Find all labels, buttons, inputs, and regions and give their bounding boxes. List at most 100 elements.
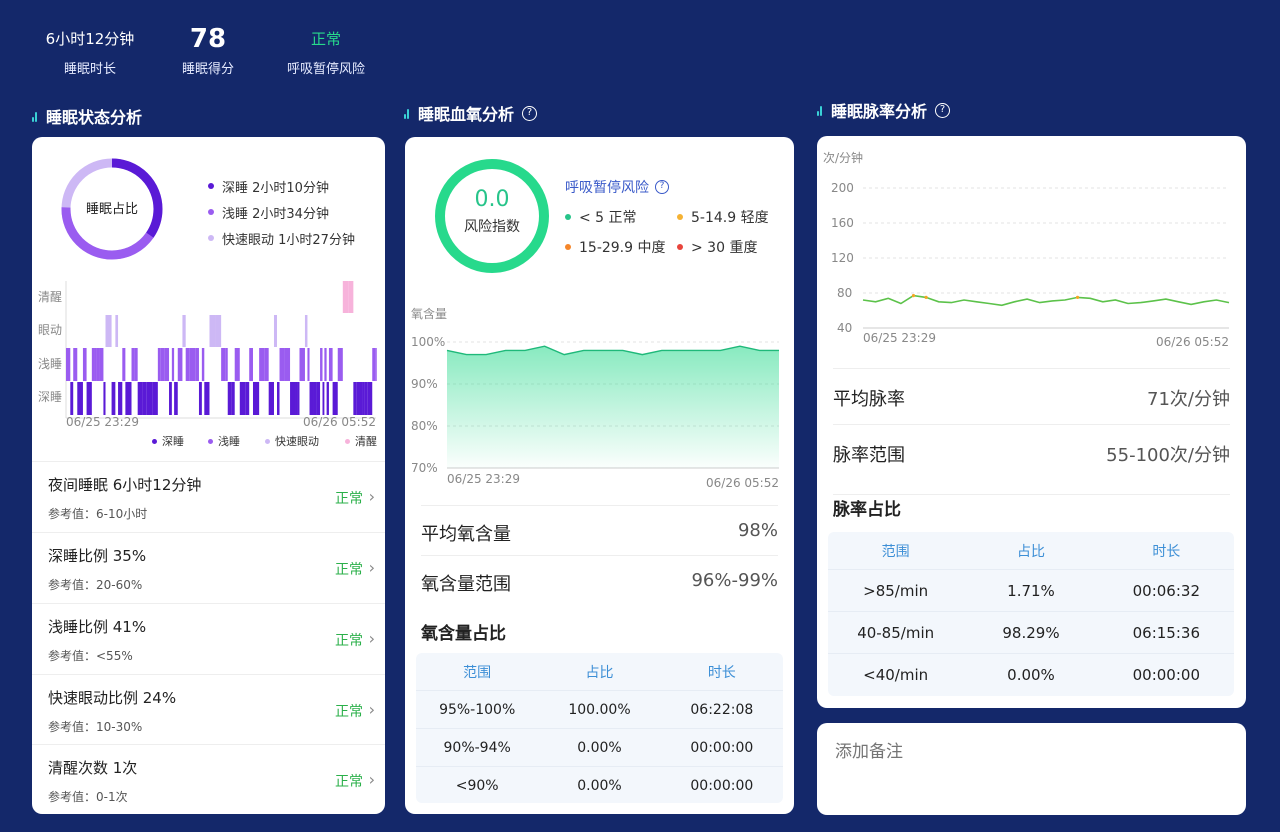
avg-pulse-label: 平均脉率 (833, 389, 905, 410)
chevron-right-icon: › (368, 629, 375, 648)
table-row: <90% 0.00% 00:00:00 (455, 778, 754, 794)
stage-segment-light (320, 348, 323, 381)
stage-segment-deep (174, 382, 178, 415)
table-header: 范围 占比 时长 (416, 653, 783, 691)
stage-segment-deep (313, 382, 317, 415)
stage-segment-light (259, 348, 265, 381)
stage-segment-deep (86, 382, 92, 415)
stage-segment-light (177, 348, 183, 381)
apnea-risk-label: 呼吸暂停风险 (286, 62, 365, 77)
stage-segment-deep (111, 382, 116, 415)
stage-segment-light (164, 348, 170, 381)
metric-status: 正常 (335, 704, 363, 720)
metric-row-deep-ratio[interactable]: 深睡比例 35% 参考值：20-60% 正常 › (32, 532, 385, 602)
metric-row-rem-ratio[interactable]: 快速眼动比例 24% 参考值：10-30% 正常 › (32, 674, 385, 744)
metric-row-night-sleep[interactable]: 夜间睡眠 6小时12分钟 参考值：6-10小时 正常 › (32, 461, 385, 531)
stage-segment-light (328, 348, 333, 381)
section-title-text: 睡眠脉率分析 (831, 102, 928, 121)
stage-segment-light (99, 348, 104, 381)
stage-segment-deep (70, 382, 74, 415)
stage-segment-light (73, 348, 78, 381)
table-header: 范围 占比 时长 (828, 532, 1234, 570)
section-title-text: 睡眠血氧分析 (418, 105, 515, 124)
stage-segment-deep (316, 382, 321, 415)
stage-segment-deep (198, 382, 202, 415)
sleep-score-value: 78 (189, 24, 227, 54)
y-tick: 70% (411, 461, 438, 475)
metric-row-light-ratio[interactable]: 浅睡比例 41% 参考值：<55% 正常 › (32, 603, 385, 673)
risk-index-ring (435, 159, 549, 273)
sleep-duration-label: 睡眠时长 (63, 62, 116, 77)
row-label-light: 浅睡 (38, 357, 62, 371)
stage-segment-deep (152, 382, 158, 415)
stage-segment-deep (146, 382, 153, 415)
sleep-duration-stat: 6小时12分钟 睡眠时长 (40, 26, 140, 77)
x-end-label: 06/26 05:52 (303, 415, 376, 429)
stage-segment-light (96, 348, 100, 381)
chevron-right-icon: › (368, 770, 375, 789)
legend-rem: 快速眼动 1小时27分钟 (208, 225, 355, 251)
stage-segment-rem (273, 315, 277, 347)
row-label-awake: 清醒 (38, 290, 62, 304)
stage-segment-light (375, 348, 377, 381)
pulse-high-point (1075, 295, 1080, 299)
apnea-risk-title: 呼吸暂停风险? (565, 177, 669, 197)
stage-segment-deep (118, 382, 123, 415)
stage-segment-light (307, 348, 310, 381)
legend-awake-small: 清醒 (345, 433, 377, 449)
metric-row-awake-count[interactable]: 清醒次数 1次 参考值：0-1次 正常 › (32, 744, 385, 814)
stage-segment-deep (364, 382, 368, 415)
x-start-label: 06/25 23:29 (447, 472, 520, 486)
stage-segment-light (284, 348, 291, 381)
metric-status: 正常 (335, 774, 363, 790)
risk-level-mild: 5-14.9 轻度 (677, 207, 769, 227)
stage-segment-deep (125, 382, 132, 415)
stage-segment-light (249, 348, 253, 381)
stage-segment-light (94, 348, 97, 381)
chevron-right-icon: › (368, 700, 375, 719)
risk-index-label: 风险指数 (464, 219, 520, 235)
risk-index-value: 0.0 (474, 187, 510, 212)
stage-segment-light (171, 348, 175, 381)
y-tick: 120 (831, 251, 854, 265)
sleep-legend: 深睡 2小时10分钟 浅睡 2小时34分钟 快速眼动 1小时27分钟 (208, 173, 355, 251)
help-icon[interactable]: ? (522, 105, 538, 121)
stage-segment-light (324, 348, 327, 381)
y-axis-unit: 次/分钟 (823, 150, 863, 165)
row-label-deep: 深睡 (38, 390, 62, 404)
help-icon[interactable]: ? (655, 180, 669, 194)
section-title-pulse: 睡眠脉率分析 ? (817, 98, 951, 122)
stage-segment-awake (342, 281, 349, 313)
y-tick: 200 (831, 181, 854, 195)
stage-segment-light (91, 348, 95, 381)
pulse-high-point (911, 294, 916, 298)
metric-title: 浅睡比例 41% (48, 618, 147, 636)
spo2-chart: 氧含量 100% 90% 80% 70% 06/25 23:29 06/26 0… (411, 306, 779, 490)
table-row: 40-85/min 98.29% 06:15:36 (828, 612, 1234, 654)
avg-spo2-label: 平均氧含量 (421, 524, 511, 545)
avg-spo2-value: 98% (737, 520, 778, 541)
stage-segment-deep (332, 382, 338, 415)
stage-segment-awake (348, 281, 354, 313)
sleep-ratio-ring: 睡眠占比 (61, 158, 163, 260)
legend-light-small: 浅睡 (208, 433, 240, 449)
stage-segment-deep (276, 382, 280, 415)
help-icon[interactable]: ? (935, 102, 951, 118)
stage-segment-rem (105, 315, 112, 347)
stage-segment-deep (297, 382, 300, 415)
note-input[interactable] (817, 723, 1246, 815)
sleep-score-stat: 78 睡眠得分 (168, 26, 248, 77)
stage-segment-light (264, 348, 269, 381)
stage-segment-rem (182, 315, 186, 347)
y-tick: 100% (411, 335, 445, 349)
spo2-ratio-title: 氧含量占比 (421, 624, 506, 644)
pulse-ratio-title: 脉率占比 (833, 494, 1230, 520)
ring-label: 睡眠占比 (86, 202, 138, 217)
sleep-stage-chart: 清醒 眼动 浅睡 深睡 06/25 23:29 06/26 05:52 (38, 281, 377, 429)
stage-segment-rem (215, 315, 222, 347)
note-card[interactable] (817, 723, 1246, 815)
stage-segment-light (131, 348, 135, 381)
metric-status: 正常 (335, 562, 363, 578)
x-end-label: 06/26 05:52 (1156, 335, 1229, 349)
chevron-right-icon: › (368, 487, 375, 506)
